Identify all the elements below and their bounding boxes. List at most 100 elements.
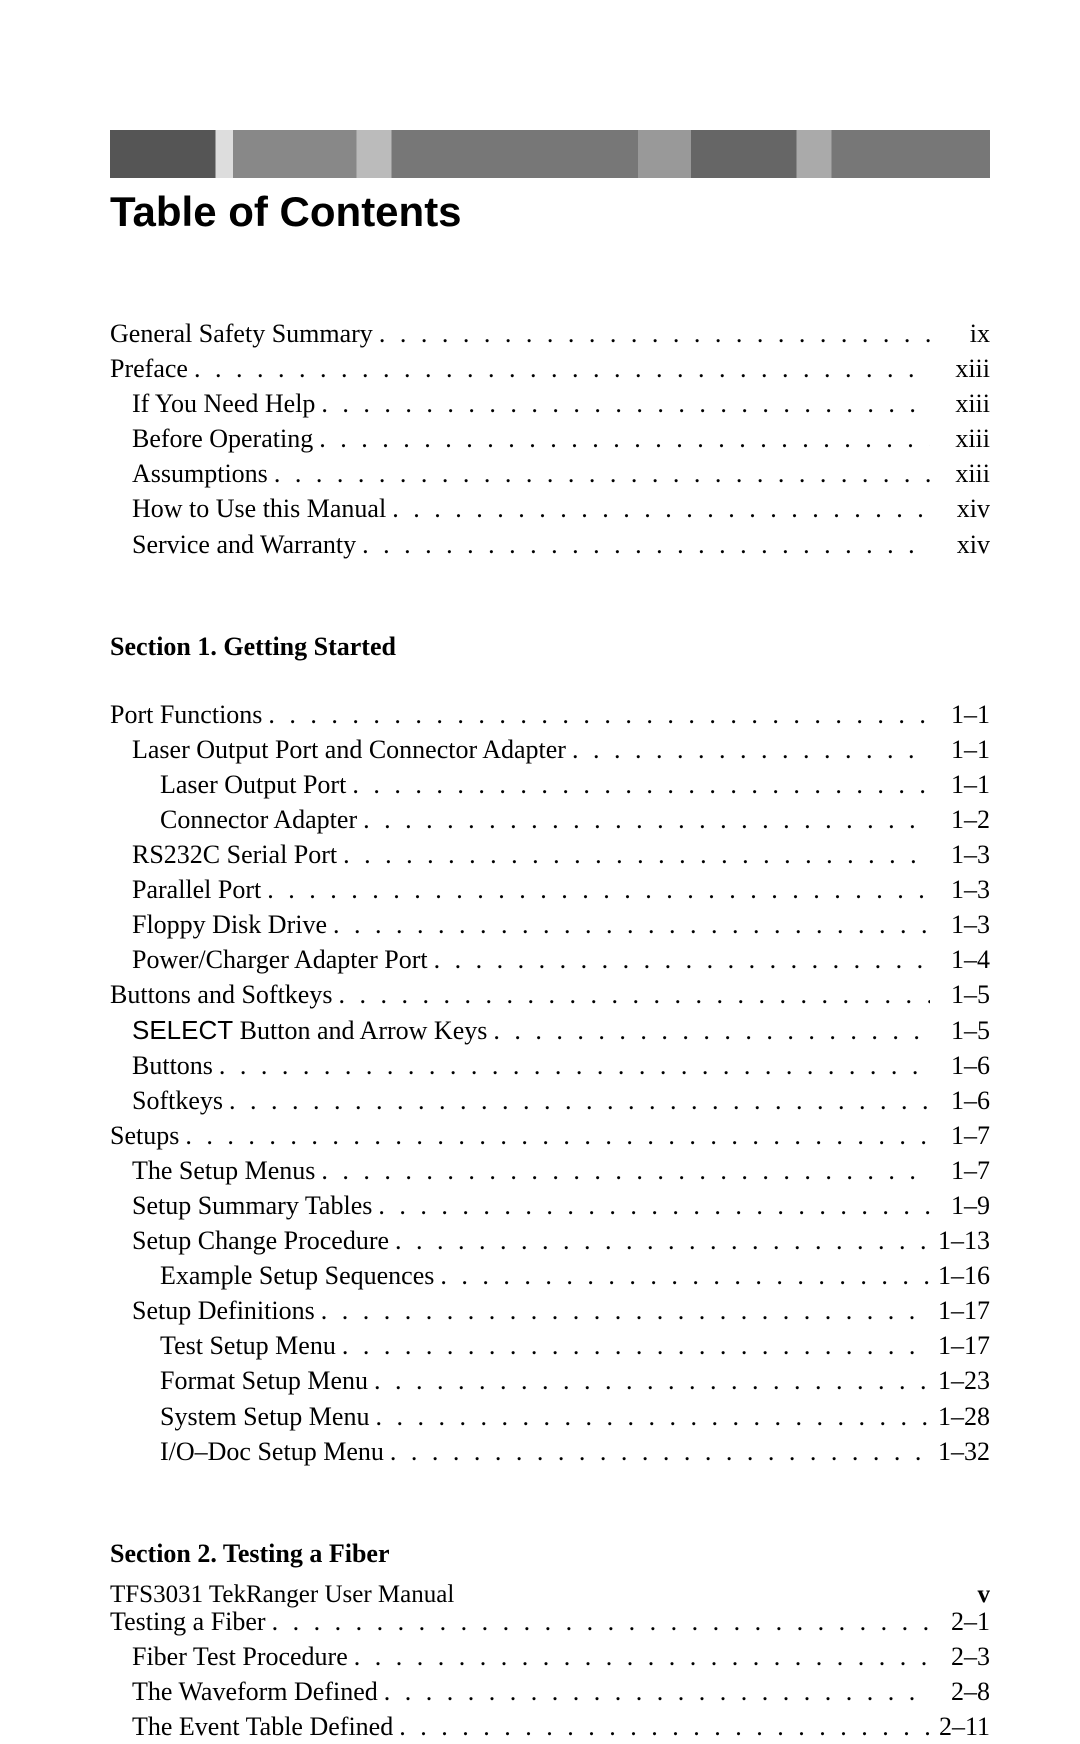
- toc-entry-label: I/O–Doc Setup Menu: [110, 1434, 384, 1469]
- toc-front-matter: General Safety SummaryixPrefacexiiiIf Yo…: [110, 316, 990, 562]
- toc-leader-dots: [487, 1013, 930, 1048]
- toc-entry-label: Softkeys: [110, 1083, 223, 1118]
- toc-entry-label: If You Need Help: [110, 386, 315, 421]
- toc-entry-page: 2–11: [930, 1709, 990, 1744]
- toc-entry-label: Service and Warranty: [110, 527, 356, 562]
- toc-entry: I/O–Doc Setup Menu1–32: [110, 1434, 990, 1469]
- toc-leader-dots: [373, 316, 930, 351]
- toc-entry-label: Setups: [110, 1118, 179, 1153]
- toc-leader-dots: [356, 527, 930, 562]
- toc-entry-page: xiv: [930, 527, 990, 562]
- toc-entry-page: xiii: [930, 351, 990, 386]
- toc-entry-label: Assumptions: [110, 456, 268, 491]
- toc-leader-dots: [223, 1083, 930, 1118]
- toc-entry-label: Setup Change Procedure: [110, 1223, 389, 1258]
- toc-entry-page: 1–7: [930, 1118, 990, 1153]
- toc-entry-page: 1–3: [930, 907, 990, 942]
- toc-leader-dots: [369, 1399, 930, 1434]
- toc-leader-dots: [268, 456, 930, 491]
- toc-entry-label: Buttons: [110, 1048, 213, 1083]
- toc-entry-label: SELECT Button and Arrow Keys: [110, 1013, 487, 1048]
- toc-entry-page: 1–7: [930, 1153, 990, 1188]
- toc-entry-page: 1–13: [930, 1223, 990, 1258]
- toc-entry-page: xiii: [930, 456, 990, 491]
- page-title: Table of Contents: [110, 188, 990, 236]
- toc-leader-dots: [384, 1434, 930, 1469]
- toc-leader-dots: [336, 1328, 930, 1363]
- toc-leader-dots: [378, 1674, 930, 1709]
- toc-entry: If You Need Helpxiii: [110, 386, 990, 421]
- toc-entry: Setup Change Procedure 1–13: [110, 1223, 990, 1258]
- toc-leader-dots: [315, 1153, 930, 1188]
- toc-entry-label-rest: Button and Arrow Keys: [233, 1016, 487, 1045]
- toc-entry-page: 1–28: [930, 1399, 990, 1434]
- section-1-title: Section 1. Getting Started: [110, 632, 990, 662]
- toc-entry-page: xiv: [930, 491, 990, 526]
- toc-entry-label: Floppy Disk Drive: [110, 907, 327, 942]
- toc-entry: The Event Table Defined2–11: [110, 1709, 990, 1744]
- toc-leader-dots: [332, 977, 930, 1012]
- toc-entry: Setup Summary Tables1–9: [110, 1188, 990, 1223]
- toc-entry: System Setup Menu 1–28: [110, 1399, 990, 1434]
- toc-leader-dots: [372, 1188, 930, 1223]
- toc-entry: The Waveform Defined2–8: [110, 1674, 990, 1709]
- toc-leader-dots: [261, 872, 930, 907]
- toc-entry-page: ix: [930, 316, 990, 351]
- toc-leader-dots: [428, 942, 930, 977]
- toc-entry-label: General Safety Summary: [110, 316, 373, 351]
- decorative-banner: [110, 130, 990, 178]
- toc-entry: Power/Charger Adapter Port1–4: [110, 942, 990, 977]
- toc-section-2: Testing a Fiber2–1Fiber Test Procedure2–…: [110, 1604, 990, 1744]
- toc-entry: SELECT Button and Arrow Keys 1–5: [110, 1013, 990, 1048]
- toc-entry-label: Parallel Port: [110, 872, 261, 907]
- toc-entry-page: 1–1: [930, 767, 990, 802]
- page-footer: TFS3031 TekRanger User Manual v: [110, 1581, 990, 1609]
- toc-entry-label: Preface: [110, 351, 188, 386]
- toc-entry: Test Setup Menu1–17: [110, 1328, 990, 1363]
- toc-entry: Laser Output Port 1–1: [110, 767, 990, 802]
- toc-leader-dots: [566, 732, 930, 767]
- toc-entry-page: 1–3: [930, 837, 990, 872]
- toc-entry-page: 1–3: [930, 872, 990, 907]
- toc-entry: Buttons 1–6: [110, 1048, 990, 1083]
- toc-entry: Setup Definitions 1–17: [110, 1293, 990, 1328]
- toc-entry-page: 1–2: [930, 802, 990, 837]
- toc-entry: Before Operatingxiii: [110, 421, 990, 456]
- toc-entry-label: Laser Output Port: [110, 767, 346, 802]
- toc-entry-page: 1–23: [930, 1363, 990, 1398]
- toc-leader-dots: [188, 351, 930, 386]
- toc-entry: How to Use this Manualxiv: [110, 491, 990, 526]
- toc-entry-page: 1–17: [930, 1328, 990, 1363]
- toc-entry-page: 1–6: [930, 1048, 990, 1083]
- toc-leader-dots: [315, 1293, 930, 1328]
- toc-entry-label: Power/Charger Adapter Port: [110, 942, 428, 977]
- toc-entry-page: 1–1: [930, 732, 990, 767]
- toc-entry: Assumptions xiii: [110, 456, 990, 491]
- toc-entry: Connector Adapter1–2: [110, 802, 990, 837]
- toc-entry-label-sans: SELECT: [132, 1015, 233, 1045]
- toc-leader-dots: [327, 907, 930, 942]
- toc-leader-dots: [357, 802, 930, 837]
- toc-leader-dots: [389, 1223, 930, 1258]
- toc-entry-page: 1–17: [930, 1293, 990, 1328]
- toc-entry-label: Example Setup Sequences: [110, 1258, 434, 1293]
- toc-entry-label: Setup Definitions: [110, 1293, 315, 1328]
- section-2-title: Section 2. Testing a Fiber: [110, 1539, 990, 1569]
- toc-entry: General Safety Summary ix: [110, 316, 990, 351]
- toc-entry: Floppy Disk Drive 1–3: [110, 907, 990, 942]
- toc-entry-label: The Setup Menus: [110, 1153, 315, 1188]
- toc-leader-dots: [179, 1118, 930, 1153]
- toc-entry: Setups 1–7: [110, 1118, 990, 1153]
- toc-entry: Service and Warranty xiv: [110, 527, 990, 562]
- page: Table of Contents General Safety Summary…: [0, 0, 1080, 1669]
- toc-entry-page: 1–5: [930, 1013, 990, 1048]
- toc-leader-dots: [315, 386, 930, 421]
- toc-entry-label: Port Functions: [110, 697, 262, 732]
- toc-entry-label: Format Setup Menu: [110, 1363, 368, 1398]
- toc-entry-label: System Setup Menu: [110, 1399, 369, 1434]
- toc-leader-dots: [262, 697, 930, 732]
- toc-entry: Port Functions1–1: [110, 697, 990, 732]
- toc-entry: Example Setup Sequences1–16: [110, 1258, 990, 1293]
- toc-entry-label: Setup Summary Tables: [110, 1188, 372, 1223]
- footer-page-number: v: [978, 1581, 991, 1609]
